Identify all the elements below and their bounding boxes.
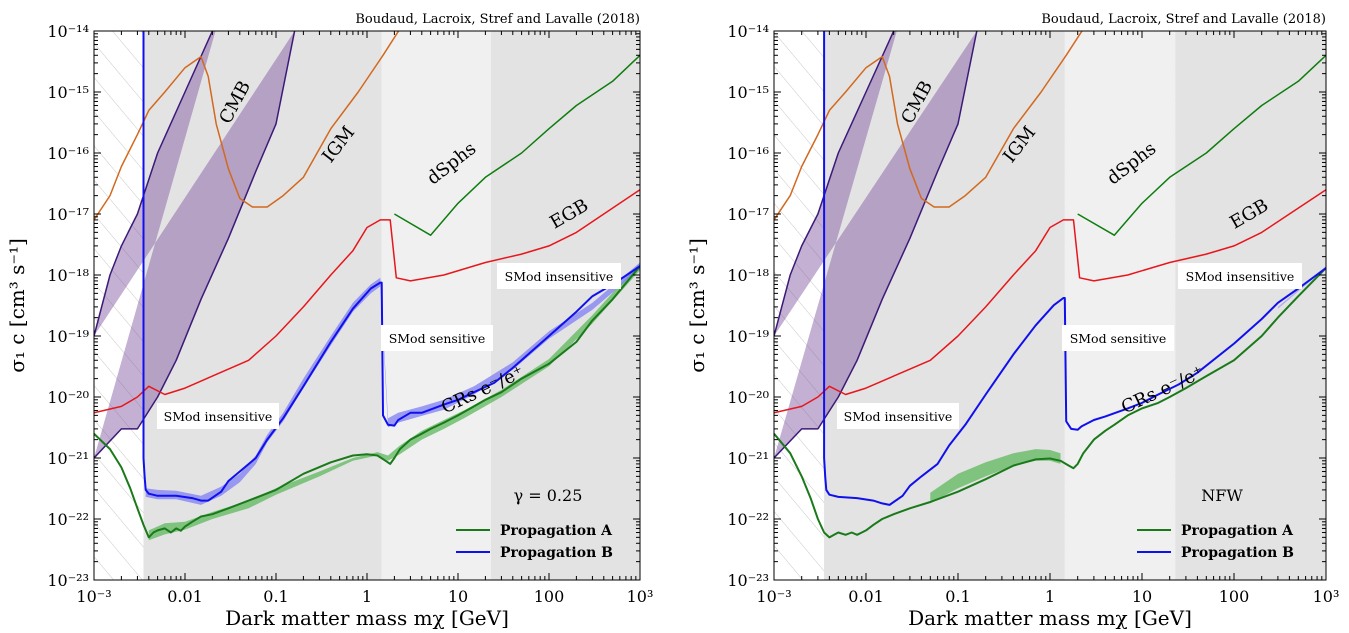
y-tick-label: 10⁻¹⁷	[727, 205, 769, 224]
series-dsphs	[394, 54, 640, 236]
y-tick-label: 10⁻²³	[47, 571, 89, 590]
smod-label-box	[497, 263, 621, 289]
y-tick-label: 10⁻¹⁹	[47, 327, 89, 346]
credit-text: Boudaud, Lacroix, Stref and Lavalle (201…	[355, 12, 640, 27]
y-tick-label: 10⁻²²	[47, 510, 89, 529]
y-tick-label: 10⁻¹⁶	[727, 144, 769, 163]
shaded-region-smod-sensitive	[1064, 31, 1176, 580]
y-tick-label: 10⁻¹⁴	[47, 22, 89, 41]
smod-label-box	[381, 325, 493, 351]
chart-panel-2: 10⁻³ 0.01 0.1 1 10 100 10³ 10⁻²³ 10⁻²² 10⁻²¹ 10⁻²⁰…	[685, 12, 1340, 630]
x-tick-label: 0.01	[167, 587, 203, 606]
y-tick-label: 10⁻¹⁴	[727, 22, 769, 41]
series-propagation-b	[142, 31, 640, 502]
smod-label-box	[837, 403, 959, 429]
halo-profile-annotation: NFW	[1201, 486, 1243, 505]
y-tick-label: 10⁻²³	[727, 571, 769, 590]
series-igm	[774, 31, 1083, 221]
band-crs-e-e-band-a	[930, 449, 1061, 504]
smod-label: SMod insensitive	[164, 409, 273, 424]
series-cmb-lower	[94, 31, 296, 459]
y-axis-label: σ₁ c [cm³ s⁻¹]	[5, 238, 29, 373]
credit-text: Boudaud, Lacroix, Stref and Lavalle (201…	[1041, 12, 1326, 27]
legend-label: Propagation A	[500, 523, 613, 539]
x-tick-label: 10³	[627, 587, 654, 606]
series-igm	[94, 31, 400, 221]
y-tick-label: 10⁻²²	[727, 510, 769, 529]
smod-label: SMod insensitive	[1186, 269, 1295, 284]
smod-label: SMod sensitive	[1070, 331, 1167, 346]
legend-label: Propagation B	[1181, 545, 1294, 561]
smod-label-box	[1178, 263, 1302, 289]
series-cmb-upper	[774, 31, 895, 337]
series-egb	[774, 189, 1326, 414]
x-tick-label: 1	[1045, 587, 1055, 606]
x-tick-label: 100	[534, 587, 565, 606]
y-tick-label: 10⁻²⁰	[727, 388, 769, 407]
y-tick-label: 10⁻¹⁸	[47, 266, 89, 285]
y-tick-label: 10⁻¹⁵	[727, 83, 769, 102]
plot-area	[774, 31, 1326, 580]
x-tick-label: 1	[362, 587, 372, 606]
halo-profile-annotation: γ = 0.25	[514, 486, 583, 505]
x-axis-label: Dark matter mass mχ [GeV]	[908, 606, 1192, 630]
smod-label: SMod insensitive	[844, 409, 953, 424]
shaded-region-smod-insensitive-high	[1175, 31, 1326, 580]
smod-label-box	[1062, 325, 1174, 351]
legend-label: Propagation B	[500, 545, 613, 561]
series-cmb-lower	[774, 31, 978, 459]
y-tick-label: 10⁻¹⁷	[47, 205, 89, 224]
y-tick-label: 10⁻¹⁵	[47, 83, 89, 102]
x-tick-label: 0.01	[848, 587, 884, 606]
y-tick-label: 10⁻²¹	[727, 449, 769, 468]
x-axis-label: Dark matter mass mχ [GeV]	[225, 606, 509, 630]
y-tick-label: 10⁻²¹	[47, 449, 89, 468]
shaded-region-smod-sensitive	[381, 31, 491, 580]
y-tick-label: 10⁻¹⁹	[727, 327, 769, 346]
shaded-region-smod-insensitive-high	[490, 31, 640, 580]
smod-label: SMod sensitive	[389, 331, 486, 346]
y-tick-label: 10⁻¹⁸	[727, 266, 769, 285]
y-axis-label: σ₁ c [cm³ s⁻¹]	[685, 238, 709, 373]
y-tick-label: 10⁻²⁰	[47, 388, 89, 407]
x-tick-label: 100	[1219, 587, 1250, 606]
plot-area	[94, 31, 640, 580]
series-propagation-b	[823, 31, 1326, 506]
smod-label-box	[157, 403, 279, 429]
x-tick-label: 10	[1132, 587, 1152, 606]
smod-label: SMod insensitive	[505, 269, 614, 284]
series-propagation-a	[94, 265, 640, 539]
shaded-region-smod-insensitive-low	[143, 31, 382, 580]
legend-label: Propagation A	[1181, 523, 1294, 539]
x-tick-label: 0.1	[945, 587, 970, 606]
y-tick-label: 10⁻¹⁶	[47, 144, 89, 163]
x-tick-label: 10⁻³	[76, 587, 111, 606]
chart-panel-1: 10⁻³ 0.01 0.1 1 10 100 10³ 10⁻²³ 10⁻²² 10⁻²¹ 10⁻²⁰…	[5, 12, 654, 630]
x-tick-label: 10³	[1313, 587, 1340, 606]
series-propagation-a	[774, 267, 1326, 539]
series-dsphs	[1077, 54, 1326, 236]
series-egb	[94, 189, 640, 414]
x-tick-label: 10⁻³	[756, 587, 791, 606]
x-tick-label: 10	[448, 587, 468, 606]
series-cmb-upper	[94, 31, 214, 337]
x-tick-label: 0.1	[263, 587, 288, 606]
